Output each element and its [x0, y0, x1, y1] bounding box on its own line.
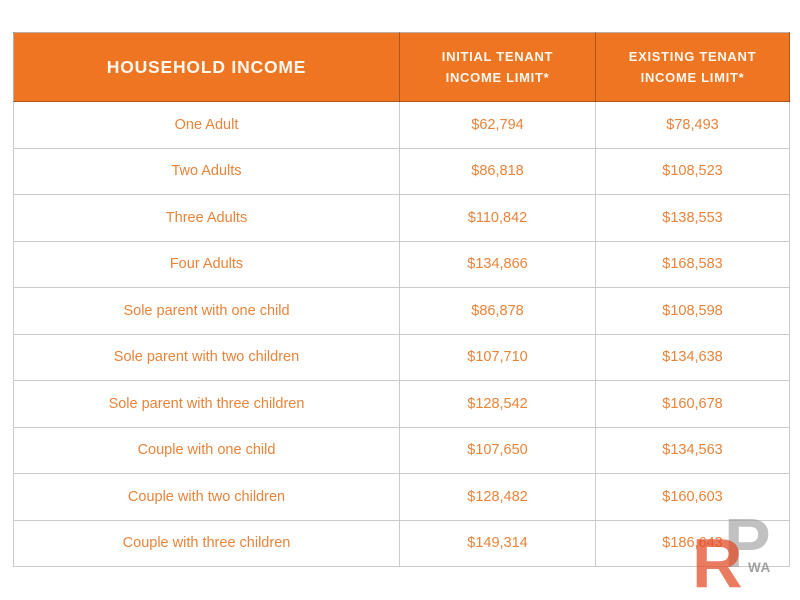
household-cell: Couple with two children [13, 473, 400, 521]
header-household-income-label: HOUSEHOLD INCOME [106, 56, 307, 77]
household-cell: Couple with three children [13, 519, 400, 567]
initial-limit-cell: $62,794 [399, 101, 596, 149]
initial-limit-cell: $86,818 [399, 147, 596, 195]
existing-limit-cell: $138,553 [595, 194, 790, 242]
initial-limit-cell: $110,842 [399, 194, 596, 242]
existing-limit-cell: $160,603 [595, 473, 790, 521]
household-cell: Two Adults [13, 147, 400, 195]
household-cell: One Adult [13, 101, 400, 149]
household-cell: Four Adults [13, 240, 400, 288]
existing-limit-cell: $108,523 [595, 147, 790, 195]
household-cell: Sole parent with two children [13, 333, 400, 381]
existing-limit-cell: $160,678 [595, 380, 790, 428]
existing-limit-cell: $168,583 [595, 240, 790, 288]
header-household-income: HOUSEHOLD INCOME [13, 32, 400, 102]
table-row: Couple with three children $149,314 $186,6… [13, 519, 790, 567]
header-existing-tenant-limit: EXISTING TENANT INCOME LIMIT* [595, 32, 790, 102]
household-cell: Sole parent with one child [13, 287, 400, 335]
household-cell: Couple with one child [13, 426, 400, 474]
header-existing-line2: INCOME LIMIT* [640, 70, 745, 85]
table-row: One Adult $62,794 $78,493 [13, 101, 790, 149]
table-row: Three Adults $110,842 $138,553 [13, 194, 790, 242]
existing-limit-cell: $78,493 [595, 101, 790, 149]
table-row: Sole parent with two children $107,710 $13… [13, 333, 790, 381]
income-limits-table: HOUSEHOLD INCOME INITIAL TENANT INCOME L… [13, 32, 790, 567]
header-initial-line2: INCOME LIMIT* [445, 70, 550, 85]
household-cell: Sole parent with three children [13, 380, 400, 428]
existing-limit-cell: $108,598 [595, 287, 790, 335]
table-body: One Adult $62,794 $78,493 Two Adults $86,818… [13, 101, 790, 567]
table-row: Sole parent with three children $128,542 $… [13, 380, 790, 428]
initial-limit-cell: $107,710 [399, 333, 596, 381]
household-cell: Three Adults [13, 194, 400, 242]
existing-limit-cell: $134,563 [595, 426, 790, 474]
header-existing-line1: EXISTING TENANT [628, 48, 757, 64]
table-header-row: HOUSEHOLD INCOME INITIAL TENANT INCOME L… [13, 32, 790, 102]
existing-limit-cell: $134,638 [595, 333, 790, 381]
initial-limit-cell: $128,542 [399, 380, 596, 428]
initial-limit-cell: $86,878 [399, 287, 596, 335]
table-row: Four Adults $134,866 $168,583 [13, 240, 790, 288]
header-initial-line1: INITIAL TENANT [441, 48, 554, 64]
initial-limit-cell: $107,650 [399, 426, 596, 474]
initial-limit-cell: $128,482 [399, 473, 596, 521]
table-row: Two Adults $86,818 $108,523 [13, 147, 790, 195]
header-initial-tenant-limit: INITIAL TENANT INCOME LIMIT* [399, 32, 596, 102]
initial-limit-cell: $149,314 [399, 519, 596, 567]
initial-limit-cell: $134,866 [399, 240, 596, 288]
table-row: Sole parent with one child $86,878 $108,59… [13, 287, 790, 335]
existing-limit-cell: $186,643 [595, 519, 790, 567]
table-row: Couple with one child $107,650 $134,563 [13, 426, 790, 474]
table-row: Couple with two children $128,482 $160,603 [13, 473, 790, 521]
